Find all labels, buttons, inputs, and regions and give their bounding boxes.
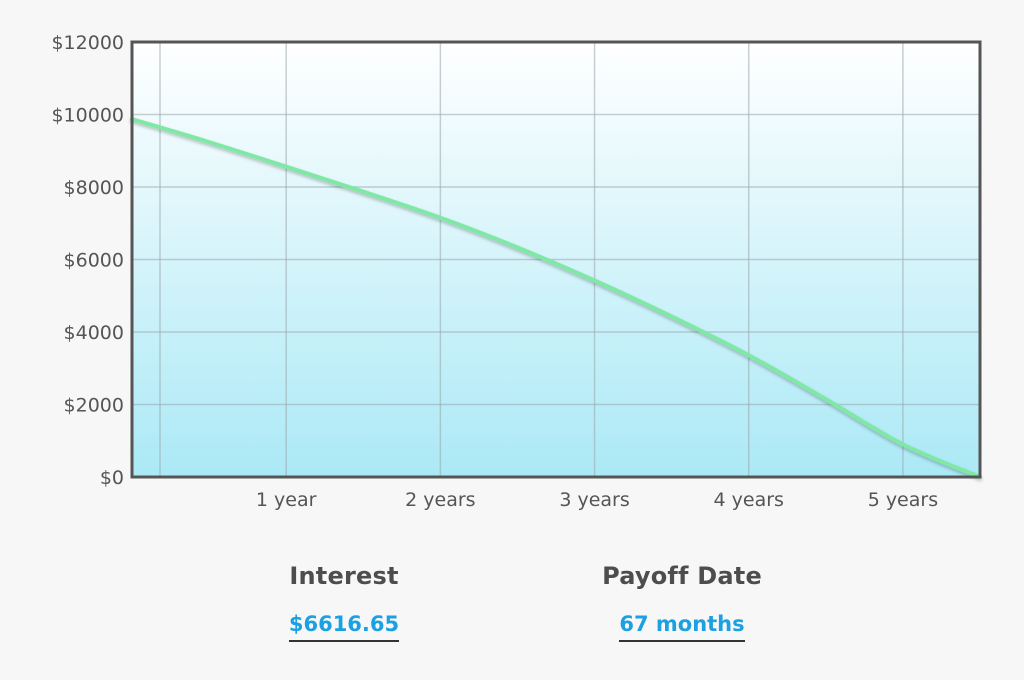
payoff-date-stat: Payoff Date 67 months: [562, 562, 802, 642]
payoff-date-value-link[interactable]: 67 months: [619, 612, 745, 642]
y-tick-label: $12000: [51, 32, 124, 54]
interest-label: Interest: [289, 562, 399, 590]
y-tick-label: $10000: [51, 105, 124, 127]
y-tick-label: $0: [100, 467, 124, 489]
x-tick-label: 1 year: [256, 489, 317, 511]
balance-series-line: [130, 117, 982, 479]
interest-value-link[interactable]: $6616.65: [288, 612, 400, 642]
interest-stat: Interest $6616.65: [244, 562, 444, 642]
x-axis-tick-labels: 1 year 2 years 3 years 4 years 5 years: [256, 489, 938, 511]
x-tick-label: 5 years: [868, 489, 938, 511]
x-tick-label: 3 years: [559, 489, 629, 511]
x-tick-label: 4 years: [714, 489, 784, 511]
y-tick-label: $2000: [64, 395, 124, 417]
y-axis-tick-labels: $0 $2000 $4000 $6000 $8000 $10000 $12000: [51, 32, 124, 489]
y-tick-label: $4000: [64, 322, 124, 344]
x-tick-label: 2 years: [405, 489, 475, 511]
plot-frame: [130, 40, 982, 479]
y-tick-label: $6000: [64, 250, 124, 272]
payoff-date-label: Payoff Date: [602, 562, 762, 590]
balance-chart: $0 $2000 $4000 $6000 $8000 $10000 $12000 1 yea…: [51, 32, 982, 511]
y-tick-label: $8000: [64, 177, 124, 199]
